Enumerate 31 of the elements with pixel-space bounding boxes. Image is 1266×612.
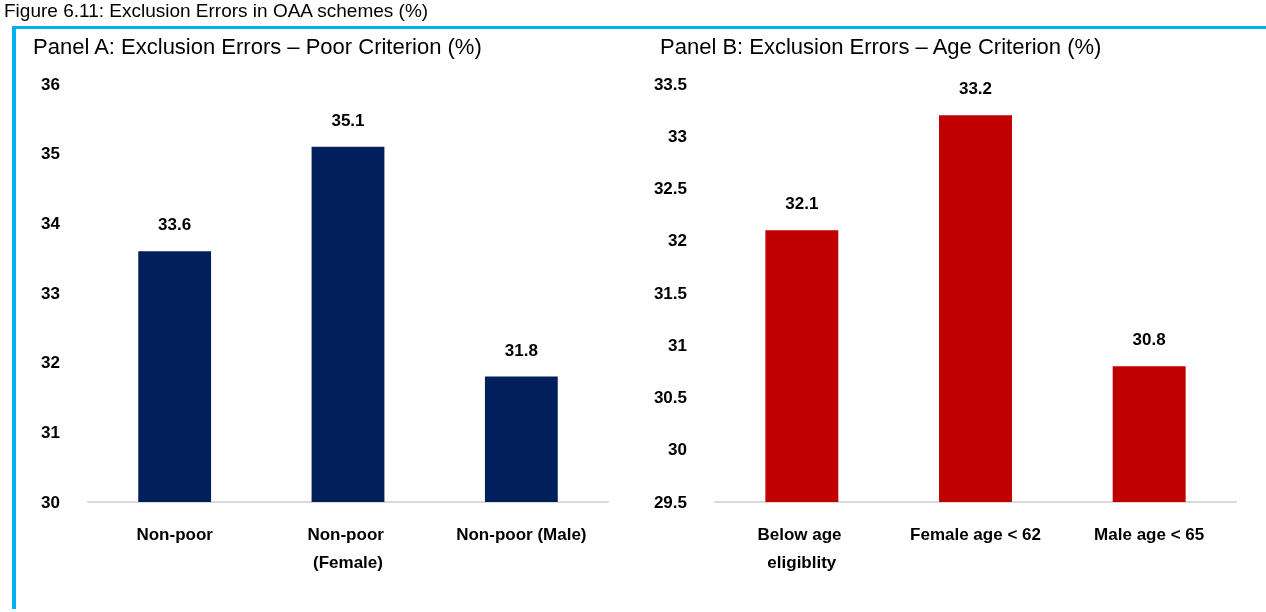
y-tick-label: 34 xyxy=(41,213,61,233)
y-tick-label: 31 xyxy=(668,335,687,355)
y-tick-label: 30 xyxy=(668,440,687,460)
y-tick-label: 35 xyxy=(41,144,60,164)
y-tick-label: 31.5 xyxy=(653,283,687,303)
y-tick-label: 32 xyxy=(668,231,687,251)
data-label: 30.8 xyxy=(1132,330,1166,350)
data-label: 33.6 xyxy=(158,215,192,235)
y-tick-label: 30.5 xyxy=(653,388,687,407)
chart-title: Panel B: Exclusion Errors – Age Criterion (%) xyxy=(660,33,1102,59)
x-tick-label: Male age < 65 xyxy=(1094,524,1205,544)
data-label: 31.8 xyxy=(504,340,538,360)
x-tick-label: Below age eligiblity xyxy=(757,524,847,572)
y-tick-label: 29.5 xyxy=(653,492,687,512)
x-tick-label: Non-poor (Female) xyxy=(307,524,389,572)
x-tick-label: Non-poor xyxy=(136,524,214,544)
y-tick-label: 30 xyxy=(41,492,60,512)
y-tick-label: 31 xyxy=(41,422,60,442)
y-tick-label: 33.5 xyxy=(653,74,687,94)
data-label: 33.2 xyxy=(958,79,993,99)
data-label: 32.1 xyxy=(785,194,819,214)
caption: Figure 6.11: Exclusion Errors in OAA schemes (%) xyxy=(4,0,429,22)
x-tick-label: Non-poor (Male) xyxy=(456,524,587,544)
x-tick-label: Female age < 62 xyxy=(910,524,1041,544)
y-tick-label: 32 xyxy=(41,353,60,373)
data-label: 35.1 xyxy=(331,110,365,130)
chart-title: Panel A: Exclusion Errors – Poor Criterion (%) xyxy=(33,33,482,59)
y-tick-label: 36 xyxy=(41,74,60,94)
y-tick-label: 33 xyxy=(668,126,687,146)
y-tick-label: 33 xyxy=(41,283,60,303)
y-tick-label: 32.5 xyxy=(653,179,687,198)
